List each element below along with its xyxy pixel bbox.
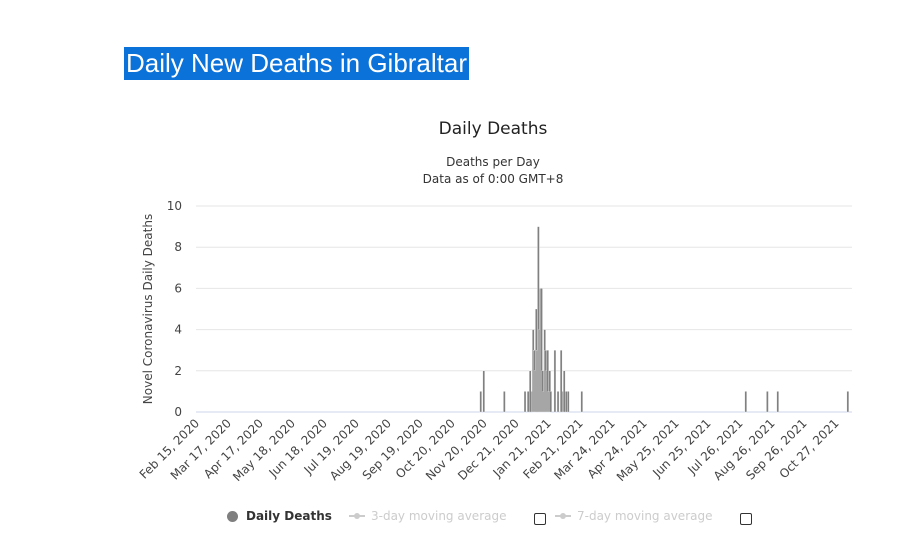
bar: [559, 350, 563, 413]
bar: [553, 350, 557, 413]
series-dot-icon: [227, 510, 238, 522]
legend-label-3-day-average: 3-day moving average: [371, 509, 507, 523]
page-heading: Daily New Deaths in Gibraltar: [124, 47, 470, 80]
chart-title: Daily Deaths: [438, 119, 548, 139]
legend-item-daily-deaths[interactable]: Daily Deaths: [227, 509, 332, 523]
y-tick-label: 10: [167, 199, 182, 213]
bar: [503, 391, 506, 413]
bar: [529, 370, 532, 413]
bar: [549, 391, 552, 413]
legend-label-7-day-average: 7-day moving average: [577, 509, 713, 523]
bar: [563, 370, 566, 413]
line-marker-icon: [555, 511, 571, 521]
chart-subtitle-line-2: Data as of 0:00 GMT+8: [422, 172, 564, 186]
bar: [744, 391, 747, 413]
legend-item-7-day-average[interactable]: 7-day moving average: [555, 509, 712, 523]
y-tick-label: 2: [174, 364, 182, 378]
bar: [776, 391, 779, 413]
bar: [565, 391, 568, 413]
bar: [526, 391, 530, 413]
bar: [766, 391, 769, 413]
bar: [556, 391, 560, 413]
bar: [580, 391, 583, 413]
y-tick-label: 0: [174, 405, 182, 419]
legend-label-daily-deaths: Daily Deaths: [246, 509, 332, 523]
bar: [846, 391, 850, 413]
y-tick-label: 8: [174, 240, 182, 254]
y-tick-label: 6: [174, 281, 182, 295]
checkbox-3-day-average[interactable]: [534, 513, 546, 525]
line-marker-icon: [349, 511, 365, 521]
y-axis-title: Novel Coronavirus Daily Deaths: [141, 214, 155, 404]
bar: [482, 370, 485, 413]
chart-subtitle-line-1: Deaths per Day: [446, 155, 540, 169]
checkbox-7-day-average[interactable]: [740, 513, 752, 525]
legend-item-3-day-average[interactable]: 3-day moving average: [349, 509, 506, 523]
y-tick-label: 4: [174, 323, 182, 337]
bar: [523, 391, 527, 413]
bar: [567, 391, 570, 413]
bar: [479, 391, 482, 413]
